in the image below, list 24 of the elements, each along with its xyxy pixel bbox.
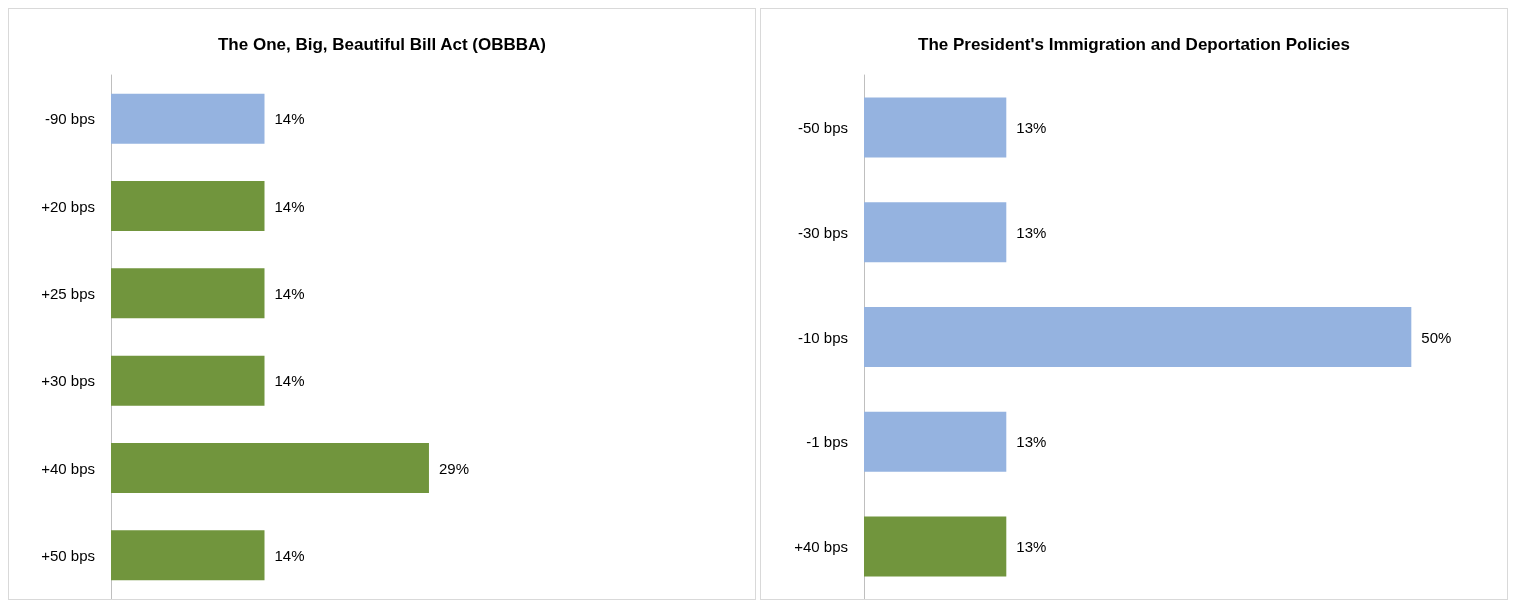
y-tick-label: -50 bps: [797, 118, 848, 136]
y-tick-label: -90 bps: [44, 110, 95, 128]
y-tick-label: +50 bps: [41, 546, 95, 564]
chart-title: The One, Big, Beautiful Bill Act (OBBBA): [217, 35, 547, 54]
y-tick-label: +20 bps: [41, 197, 95, 215]
y-tick-label: +40 bps: [794, 538, 848, 556]
data-label: 14%: [274, 284, 305, 302]
y-tick-label: +25 bps: [41, 284, 95, 302]
y-tick-label: -30 bps: [797, 223, 848, 241]
data-label: 14%: [274, 110, 305, 128]
chart-title: The President's Immigration and Deportation Policies: [918, 35, 1350, 54]
data-label: 13%: [1016, 538, 1047, 556]
data-label: 14%: [274, 372, 305, 390]
data-label: 50%: [1421, 328, 1452, 346]
data-label: 14%: [274, 546, 305, 564]
y-tick-label: +40 bps: [41, 459, 95, 477]
y-tick-label: -10 bps: [797, 328, 848, 346]
data-label: 29%: [438, 459, 469, 477]
y-tick-label: +30 bps: [41, 372, 95, 390]
data-label: 13%: [1016, 118, 1047, 136]
y-tick-label: -1 bps: [806, 433, 848, 451]
data-label: 14%: [274, 197, 305, 215]
data-label: 13%: [1016, 433, 1047, 451]
data-label: 13%: [1016, 223, 1047, 241]
